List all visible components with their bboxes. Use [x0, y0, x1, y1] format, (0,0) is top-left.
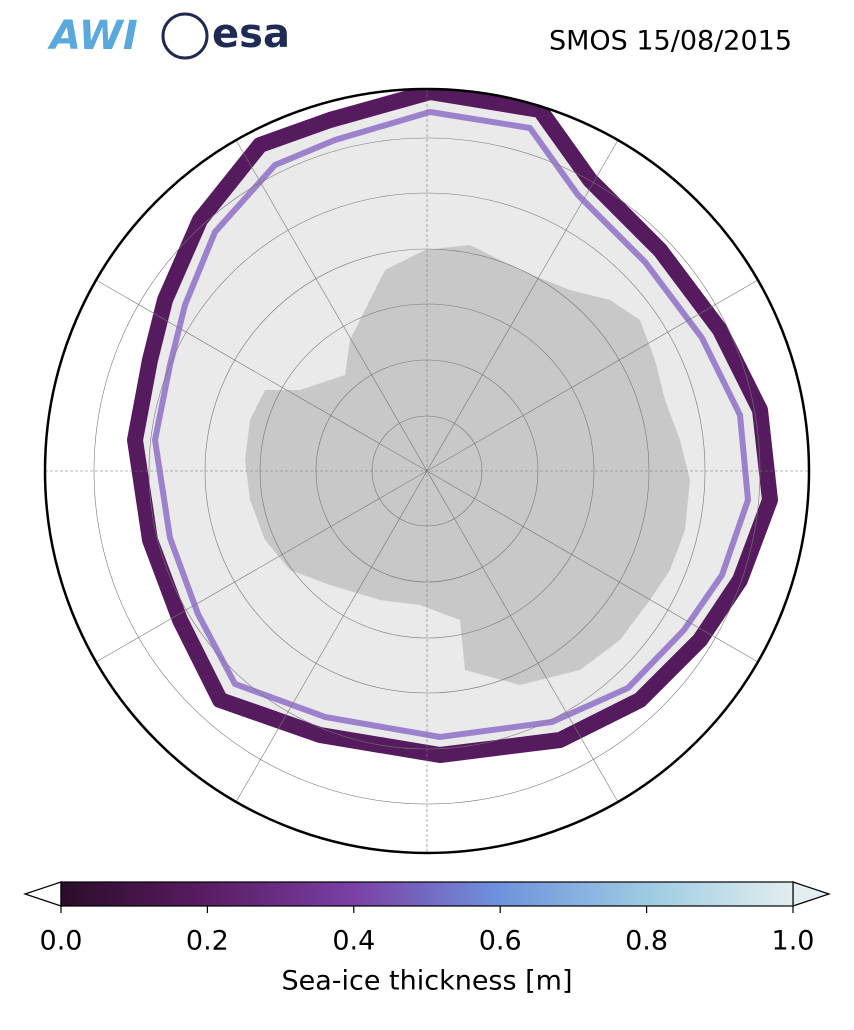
antarctica — [245, 245, 690, 685]
esa-logo: esa — [212, 11, 290, 57]
graticule — [45, 89, 809, 853]
colorbar-extend-low — [23, 881, 62, 907]
colorbar-tick-label: 1.0 — [772, 926, 815, 957]
colorbar-tick-label: 0.6 — [479, 926, 522, 957]
colorbar-extend-high — [792, 881, 831, 907]
colorbar-tick-label: 0.2 — [186, 926, 229, 957]
colorbar-tick-label: 0.8 — [625, 926, 668, 957]
ice-edge — [151, 108, 752, 741]
awi-logo: AWI — [47, 13, 138, 59]
colorbar — [60, 881, 794, 907]
map-title: SMOS 15/08/2015 — [549, 26, 792, 57]
colorbar-tick-label: 0.4 — [332, 926, 375, 957]
esa-emblem — [161, 12, 209, 60]
colorbar-label: Sea-ice thickness [m] — [281, 966, 572, 997]
map-frame — [43, 87, 811, 855]
colorbar-tick-label: 0.0 — [40, 926, 83, 957]
map — [45, 89, 809, 853]
